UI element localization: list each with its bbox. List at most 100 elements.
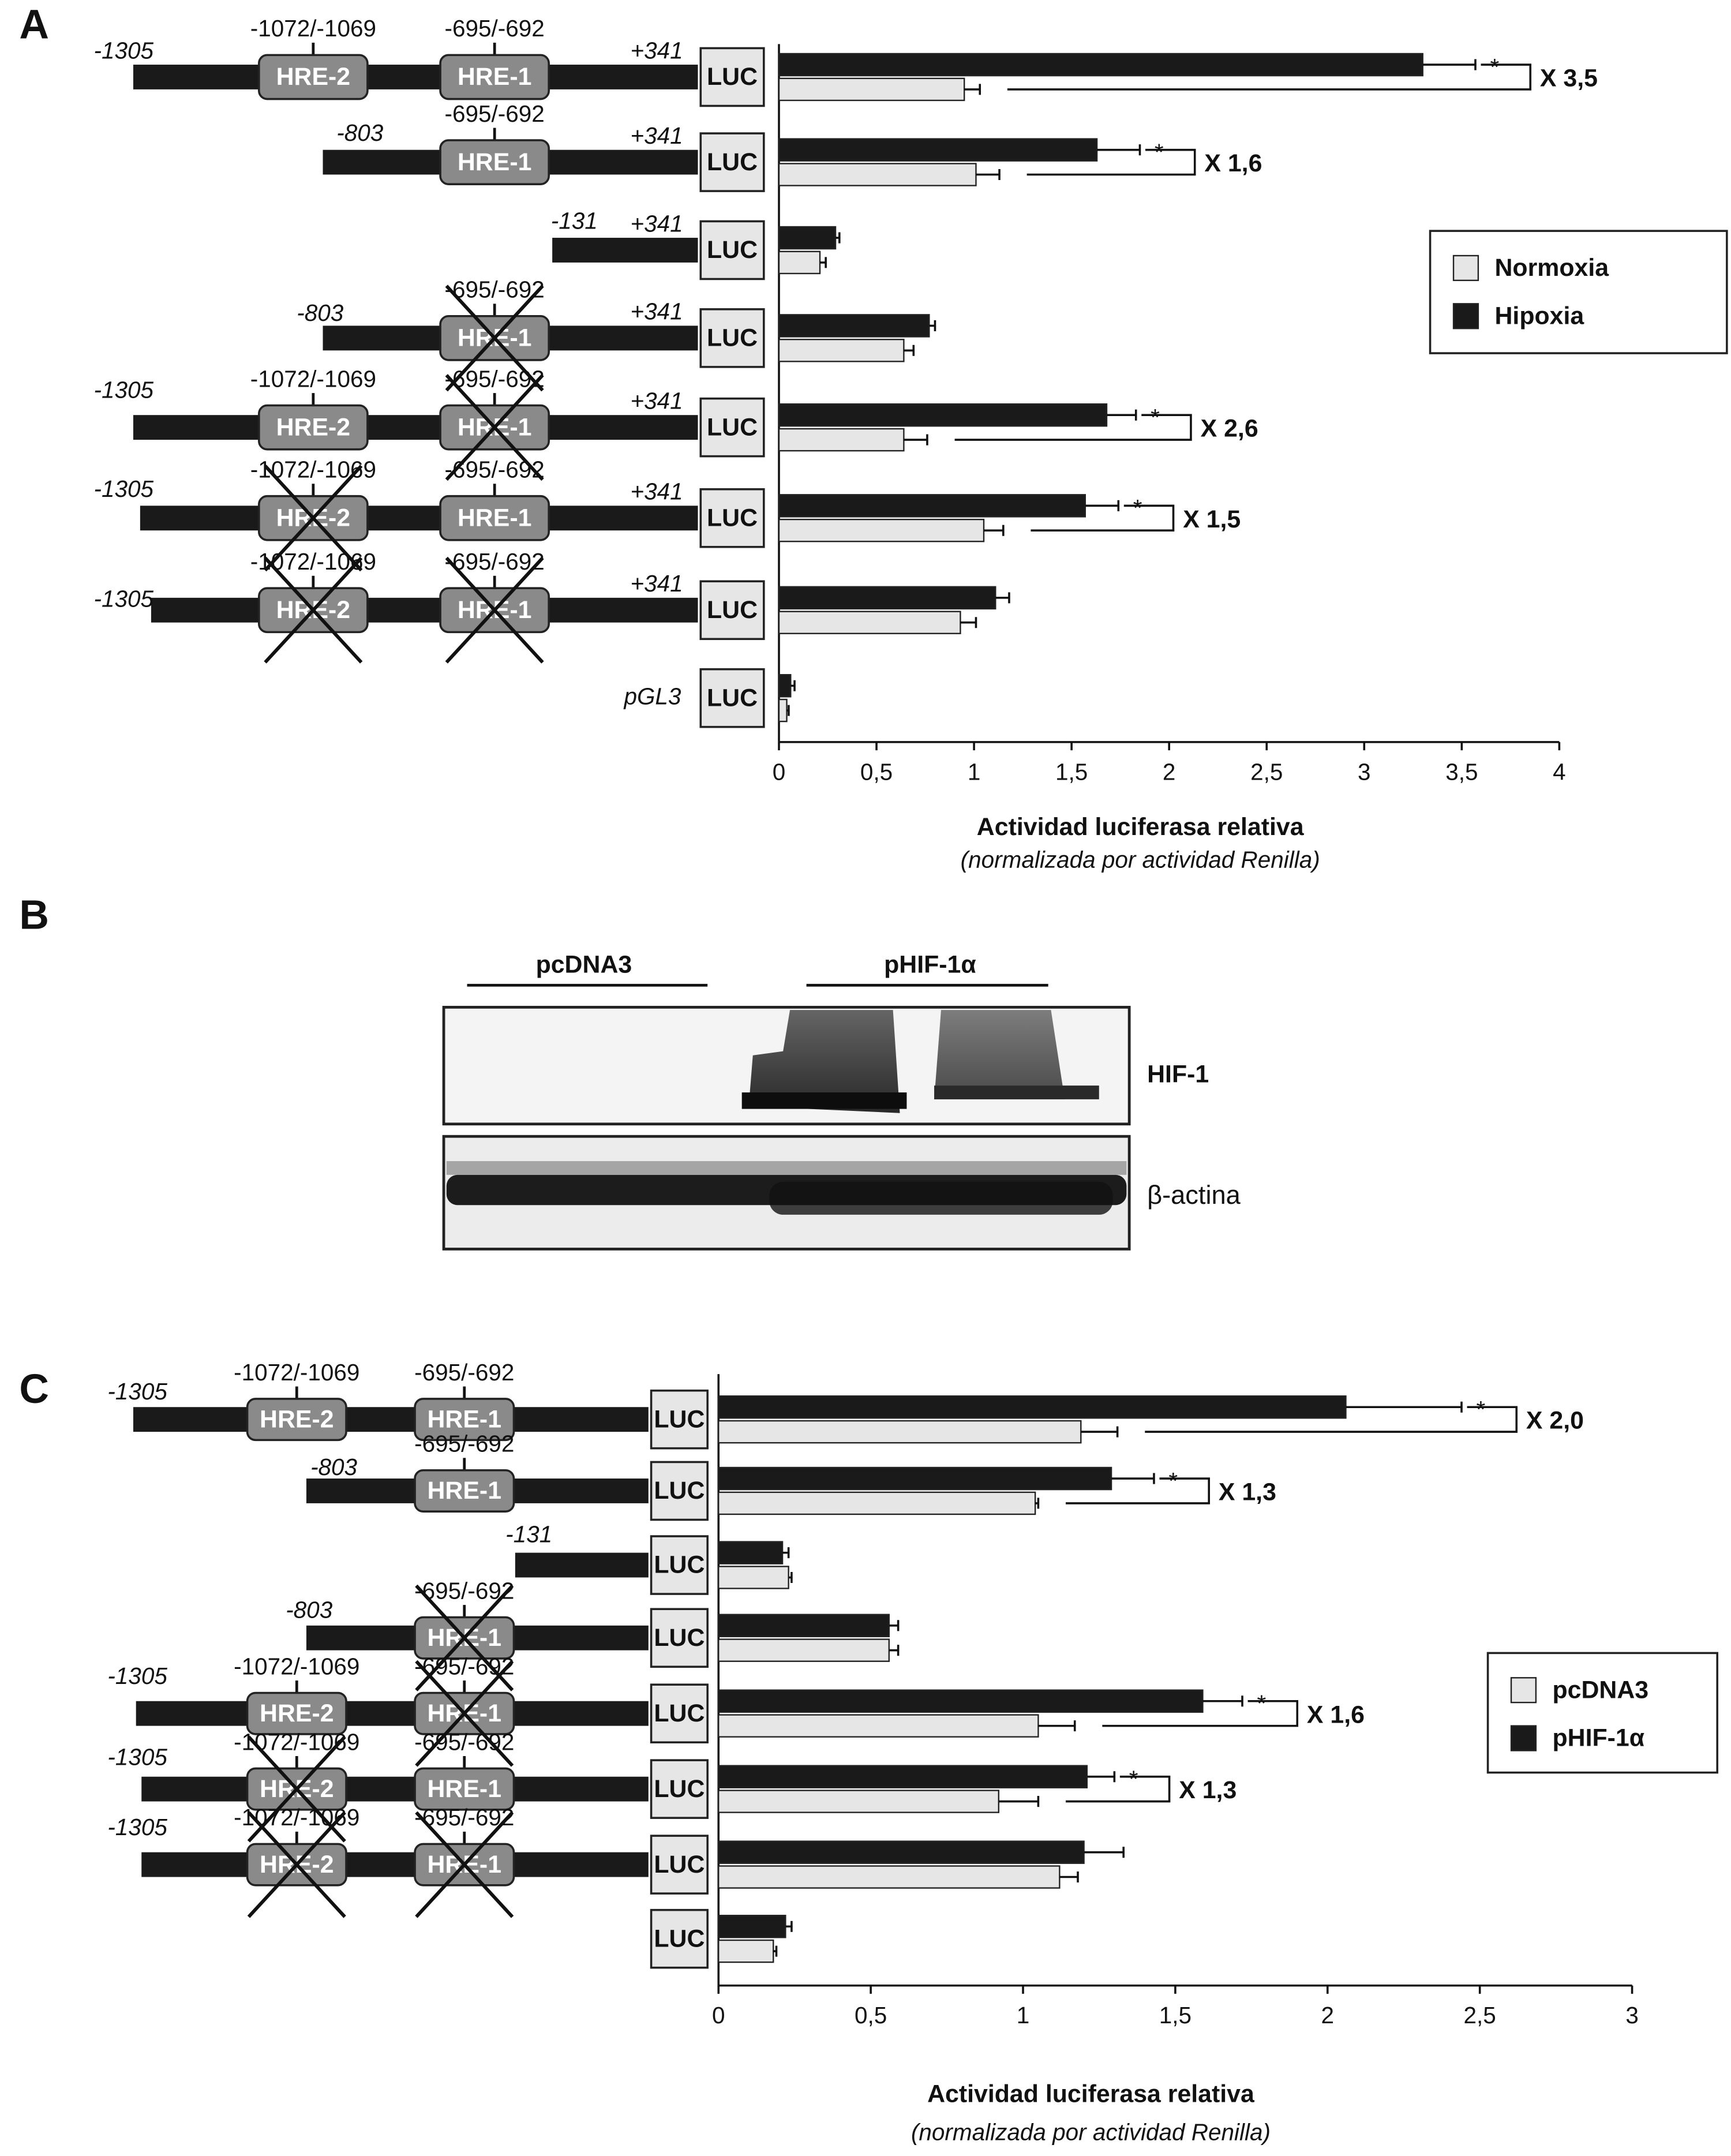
x-tick-label: 0 (773, 758, 786, 785)
bar (778, 674, 792, 698)
x-tick-label: 0 (712, 2002, 725, 2028)
fold-bracket (1066, 1477, 1210, 1504)
blot-band (769, 1181, 1113, 1215)
reporter-label: LUC (707, 324, 758, 352)
reporter-label: LUC (654, 1925, 705, 1952)
site-position: -1072/-1069 (250, 548, 376, 575)
reporter-label: LUC (707, 236, 758, 264)
reporter-box (650, 1461, 709, 1521)
error-bar (785, 1921, 793, 1932)
hre-box (258, 404, 369, 451)
significance-mark: * (1257, 1690, 1266, 1717)
promoter-line (552, 238, 698, 263)
hre-label: HRE-2 (276, 63, 351, 91)
error-bar (1038, 1720, 1076, 1732)
lane-label: pcDNA3 (536, 950, 632, 978)
fold-label: X 2,6 (1201, 415, 1258, 443)
fold-label: X 2,0 (1526, 1407, 1584, 1435)
reporter-label: LUC (654, 1551, 705, 1579)
x-tick-label: 1,5 (1055, 758, 1088, 785)
x-tick-label: 1 (1017, 2002, 1030, 2028)
hre-box (439, 495, 550, 541)
site-position: -695/-692 (445, 15, 545, 42)
reporter-label: LUC (654, 1477, 705, 1504)
significance-mark: * (1476, 1396, 1485, 1423)
reporter-box (650, 1759, 709, 1819)
site-position: -695/-692 (445, 365, 545, 392)
error-bar (1085, 500, 1120, 511)
site-position: -1072/-1069 (234, 1359, 359, 1386)
axis-subtitle: (normalizada por actividad Renilla) (961, 847, 1320, 873)
error-bar (889, 1620, 900, 1631)
hre-box (246, 1398, 347, 1442)
bar (718, 1790, 999, 1813)
blot-band (741, 1092, 907, 1109)
reporter-label: LUC (707, 413, 758, 441)
end-label: +341 (631, 570, 683, 597)
error-bar (788, 1571, 793, 1583)
hre-box (414, 1398, 515, 1442)
fold-bracket (1026, 148, 1196, 176)
mutation-cross (247, 1735, 346, 1843)
error-bar (1346, 1401, 1463, 1413)
hre-box (439, 54, 550, 100)
bar (778, 314, 930, 338)
reporter-box (650, 1608, 709, 1668)
fold-bracket (1145, 1406, 1518, 1433)
site-position: -1072/-1069 (250, 456, 376, 482)
fold-bracket (1007, 63, 1532, 91)
bar (718, 1466, 1112, 1491)
bar (718, 1840, 1085, 1864)
legend-swatch (1452, 303, 1479, 330)
error-bar (1086, 1771, 1116, 1783)
hre-label: HRE-1 (458, 148, 532, 176)
bar (718, 1638, 890, 1662)
x-tick-label: 4 (1553, 758, 1566, 785)
bar (778, 698, 788, 723)
end-label: +341 (631, 387, 683, 414)
end-label: +341 (631, 478, 683, 505)
bar (718, 1939, 774, 1963)
bar (718, 1541, 784, 1564)
legend-box (1486, 1652, 1718, 1774)
hre-box (414, 1469, 515, 1513)
bar (778, 494, 1086, 518)
hre-label: HRE-2 (276, 413, 351, 441)
x-tick-label: 3 (1358, 758, 1371, 785)
reporter-box (699, 580, 765, 641)
reporter-label: LUC (707, 63, 758, 91)
x-tick-label: 0,5 (860, 758, 893, 785)
hre-box (246, 1691, 347, 1735)
error-bar (995, 592, 1010, 604)
mutation-cross (445, 285, 544, 392)
panel-label: A (19, 2, 49, 48)
start-label: -803 (297, 300, 343, 326)
bar (778, 339, 905, 362)
hre-label: HRE-1 (458, 504, 532, 531)
start-label: -803 (286, 1597, 332, 1623)
reporter-label: LUC (654, 1405, 705, 1433)
hre-label: HRE-2 (260, 1700, 334, 1727)
site-position: -695/-692 (445, 456, 545, 482)
error-bar (964, 84, 981, 95)
reporter-label: LUC (654, 1775, 705, 1803)
significance-mark: * (1151, 404, 1160, 431)
reporter-box (650, 1683, 709, 1743)
site-position: -1072/-1069 (250, 15, 376, 42)
start-label: -131 (551, 208, 598, 234)
x-tick-label: 2 (1321, 2002, 1335, 2028)
bar (718, 1865, 1061, 1889)
legend-box (1429, 230, 1728, 354)
bar (778, 77, 965, 102)
bar (778, 403, 1108, 427)
error-bar (889, 1645, 900, 1656)
fold-bracket (1031, 504, 1175, 531)
reporter-box (650, 1835, 709, 1895)
mutation-cross (247, 1811, 346, 1918)
fold-label: X 1,3 (1179, 1776, 1237, 1804)
fold-label: X 1,5 (1183, 506, 1241, 533)
significance-mark: * (1155, 139, 1164, 165)
start-label: -1305 (94, 585, 154, 612)
hre-box (439, 139, 550, 185)
fold-label: X 3,5 (1540, 65, 1598, 92)
